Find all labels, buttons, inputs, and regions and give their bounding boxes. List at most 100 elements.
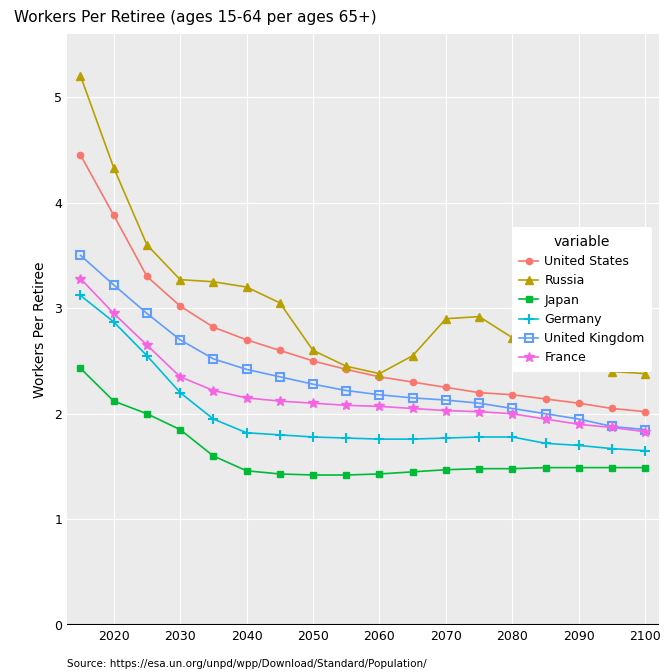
United States: [409, 378, 417, 386]
Germany: [641, 447, 649, 455]
France: [542, 415, 550, 423]
Japan: [176, 425, 184, 433]
Russia: [77, 72, 85, 80]
United Kingdom: [176, 336, 184, 344]
United Kingdom: [276, 373, 284, 381]
Russia: [542, 357, 550, 365]
France: [442, 407, 450, 415]
United Kingdom: [508, 405, 516, 413]
Line: United Kingdom: United Kingdom: [77, 251, 649, 433]
Japan: [376, 470, 384, 478]
France: [276, 397, 284, 405]
United States: [342, 366, 350, 374]
Line: Germany: Germany: [76, 290, 650, 456]
Russia: [641, 370, 649, 378]
Germany: [110, 318, 118, 326]
United States: [210, 323, 218, 331]
Russia: [243, 283, 251, 291]
Germany: [376, 435, 384, 443]
Russia: [608, 368, 616, 376]
Germany: [342, 434, 350, 442]
France: [210, 386, 218, 394]
Germany: [475, 433, 483, 441]
Japan: [475, 464, 483, 472]
Line: United States: United States: [77, 152, 648, 415]
Japan: [143, 410, 151, 418]
France: [77, 275, 85, 283]
United States: [110, 211, 118, 219]
Japan: [575, 464, 583, 472]
Germany: [608, 445, 616, 453]
Russia: [176, 276, 184, 284]
United States: [77, 151, 85, 159]
United Kingdom: [442, 396, 450, 404]
Legend: United States, Russia, Japan, Germany, United Kingdom, France: United States, Russia, Japan, Germany, U…: [512, 227, 653, 372]
Russia: [475, 312, 483, 321]
United Kingdom: [641, 425, 649, 433]
Russia: [143, 241, 151, 249]
Line: Japan: Japan: [77, 365, 648, 478]
Germany: [77, 292, 85, 300]
United States: [442, 383, 450, 391]
Japan: [276, 470, 284, 478]
Germany: [309, 433, 317, 441]
France: [475, 408, 483, 416]
Russia: [342, 362, 350, 370]
United Kingdom: [475, 399, 483, 407]
France: [309, 399, 317, 407]
France: [508, 410, 516, 418]
United States: [376, 373, 384, 381]
United Kingdom: [608, 423, 616, 431]
Russia: [508, 334, 516, 342]
Germany: [243, 429, 251, 437]
France: [243, 394, 251, 402]
United Kingdom: [376, 390, 384, 398]
United States: [608, 405, 616, 413]
United States: [508, 390, 516, 398]
United Kingdom: [77, 251, 85, 259]
France: [409, 405, 417, 413]
Russia: [110, 164, 118, 172]
Japan: [641, 464, 649, 472]
United Kingdom: [243, 366, 251, 374]
France: [575, 420, 583, 428]
Japan: [342, 471, 350, 479]
Japan: [608, 464, 616, 472]
United Kingdom: [409, 394, 417, 402]
United States: [176, 302, 184, 310]
United Kingdom: [143, 309, 151, 317]
Japan: [309, 471, 317, 479]
Line: France: France: [76, 274, 650, 437]
United States: [475, 388, 483, 396]
United Kingdom: [210, 355, 218, 363]
United States: [641, 408, 649, 416]
United Kingdom: [342, 386, 350, 394]
Text: Workers Per Retiree (ages 15-64 per ages 65+): Workers Per Retiree (ages 15-64 per ages…: [14, 11, 376, 26]
United Kingdom: [575, 415, 583, 423]
Russia: [276, 299, 284, 307]
United States: [143, 272, 151, 280]
Germany: [409, 435, 417, 443]
Russia: [575, 362, 583, 370]
Russia: [376, 370, 384, 378]
Germany: [276, 431, 284, 439]
Germany: [575, 442, 583, 450]
Text: Source: https://esa.un.org/unpd/wpp/Download/Standard/Population/: Source: https://esa.un.org/unpd/wpp/Down…: [67, 659, 427, 669]
Germany: [176, 388, 184, 396]
Germany: [143, 351, 151, 360]
Japan: [442, 466, 450, 474]
United States: [243, 336, 251, 344]
United Kingdom: [110, 281, 118, 289]
Line: Russia: Russia: [77, 72, 649, 378]
Japan: [77, 364, 85, 372]
Russia: [409, 351, 417, 360]
Russia: [442, 314, 450, 323]
Japan: [508, 464, 516, 472]
Japan: [210, 452, 218, 460]
France: [376, 403, 384, 411]
United Kingdom: [542, 410, 550, 418]
France: [110, 309, 118, 317]
United Kingdom: [309, 380, 317, 388]
United States: [276, 346, 284, 354]
France: [176, 373, 184, 381]
